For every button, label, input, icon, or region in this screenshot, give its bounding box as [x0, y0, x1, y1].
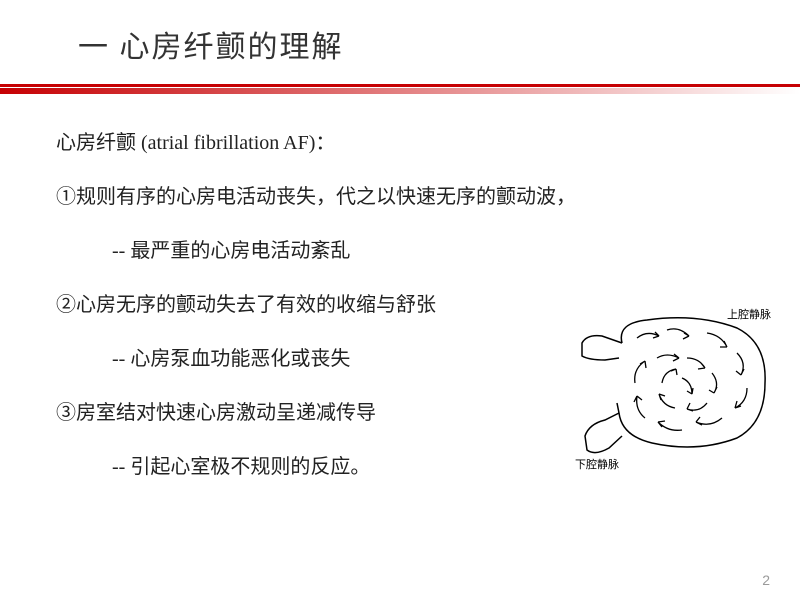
atrium-diagram: 上腔静脉 下腔静脉	[567, 308, 772, 478]
title-row: 一 心房纤颤的理解	[0, 0, 800, 66]
slide-title: 一 心房纤颤的理解	[78, 31, 344, 64]
page-number: 2	[762, 572, 770, 588]
diagram-label-top: 上腔静脉	[727, 308, 771, 321]
header-divider	[0, 84, 800, 94]
body-line-0: 心房纤颤 (atrial fibrillation AF)：	[56, 129, 744, 157]
diagram-label-bottom: 下腔静脉	[575, 457, 619, 471]
body-line-1: ①规则有序的心房电活动丧失，代之以快速无序的颤动波，	[56, 183, 744, 211]
body-line-2: -- 最严重的心房电活动紊乱	[56, 237, 744, 265]
